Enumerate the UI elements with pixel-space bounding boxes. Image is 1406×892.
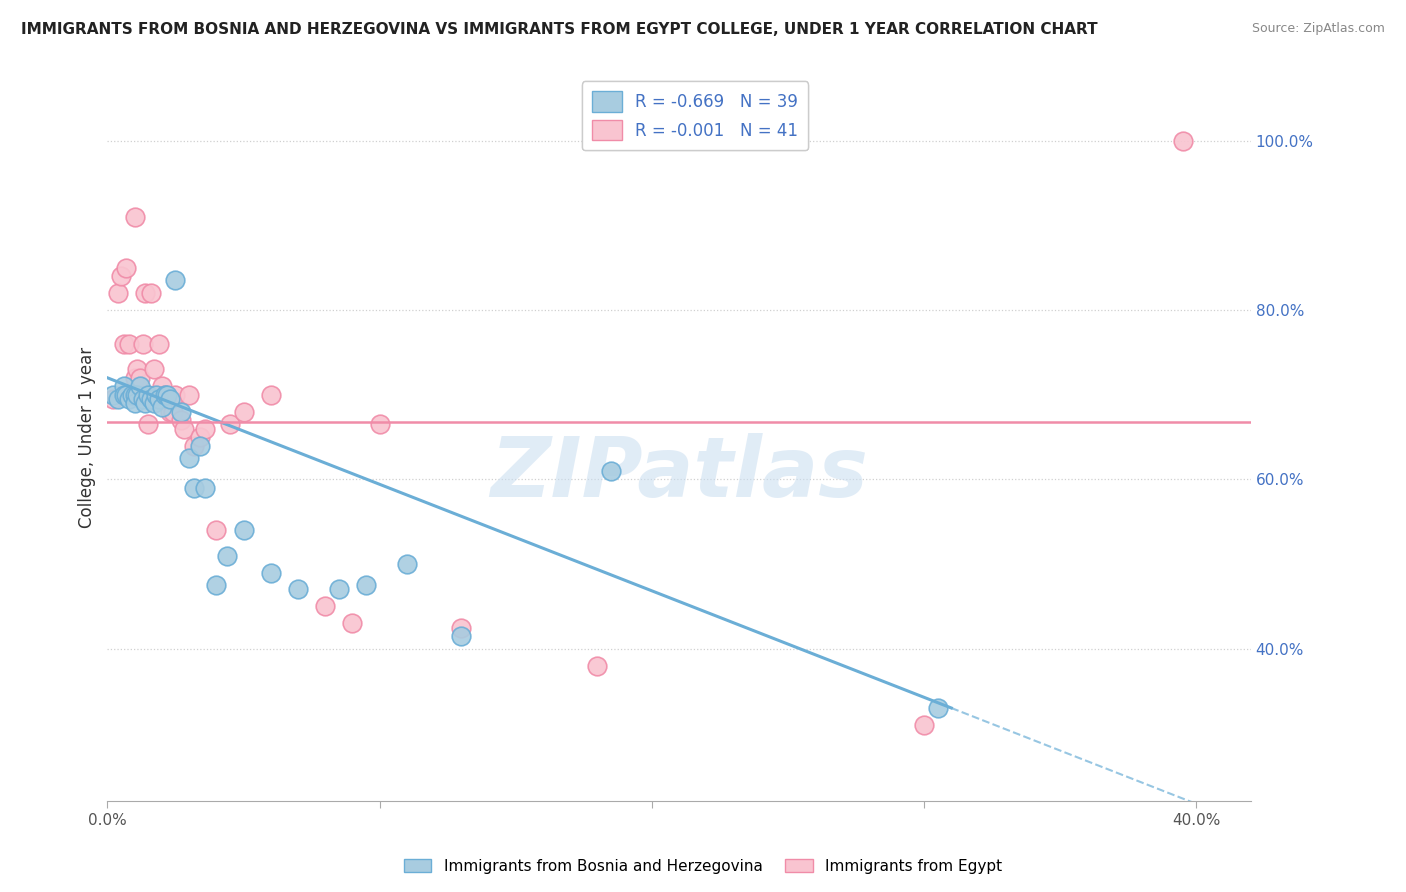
Point: [134, 286, 156, 301]
Point: [110, 269, 132, 284]
Point: [136, 388, 159, 402]
Point: [177, 451, 200, 466]
Point: [127, 362, 149, 376]
Point: [112, 379, 135, 393]
Point: [118, 392, 141, 406]
Point: [129, 379, 152, 393]
Point: [177, 388, 200, 402]
Point: [170, 404, 193, 418]
Point: [107, 392, 129, 406]
Point: [194, 421, 217, 435]
Point: [112, 337, 135, 351]
Point: [129, 371, 152, 385]
Point: [188, 438, 211, 452]
Point: [927, 701, 949, 715]
Point: [115, 388, 138, 402]
Point: [287, 582, 309, 597]
Point: [148, 392, 170, 406]
Point: [101, 388, 124, 402]
Point: [450, 629, 472, 643]
Point: [118, 337, 141, 351]
Point: [1171, 134, 1194, 148]
Point: [124, 210, 146, 224]
Point: [132, 337, 155, 351]
Point: [232, 404, 254, 418]
Point: [912, 718, 935, 732]
Point: [127, 388, 149, 402]
Text: Source: ZipAtlas.com: Source: ZipAtlas.com: [1251, 22, 1385, 36]
Point: [260, 388, 283, 402]
Text: ZIPatlas: ZIPatlas: [491, 433, 868, 514]
Point: [217, 549, 239, 563]
Point: [136, 388, 159, 402]
Point: [150, 401, 173, 415]
Point: [165, 388, 187, 402]
Point: [142, 362, 165, 376]
Point: [260, 566, 283, 580]
Point: [368, 417, 391, 432]
Point: [314, 599, 336, 614]
Point: [159, 404, 181, 418]
Point: [395, 557, 418, 571]
Point: [145, 388, 167, 402]
Point: [107, 286, 129, 301]
Point: [115, 260, 138, 275]
Point: [170, 413, 193, 427]
Point: [183, 438, 205, 452]
Point: [121, 388, 143, 402]
Y-axis label: College, Under 1 year: College, Under 1 year: [79, 346, 96, 528]
Point: [124, 371, 146, 385]
Point: [165, 273, 187, 287]
Point: [136, 417, 159, 432]
Point: [139, 392, 162, 406]
Point: [150, 379, 173, 393]
Point: [145, 388, 167, 402]
Point: [600, 464, 623, 478]
Point: [342, 616, 364, 631]
Point: [132, 392, 155, 406]
Point: [112, 388, 135, 402]
Point: [153, 388, 176, 402]
Point: [162, 404, 184, 418]
Point: [586, 658, 609, 673]
Point: [134, 396, 156, 410]
Point: [142, 396, 165, 410]
Point: [156, 388, 179, 402]
Point: [232, 523, 254, 537]
Point: [124, 396, 146, 410]
Point: [101, 392, 124, 406]
Point: [124, 388, 146, 402]
Point: [156, 392, 179, 406]
Point: [188, 430, 211, 444]
Point: [205, 523, 228, 537]
Point: [173, 421, 195, 435]
Point: [354, 578, 377, 592]
Point: [148, 337, 170, 351]
Point: [194, 481, 217, 495]
Point: [121, 388, 143, 402]
Point: [159, 392, 181, 406]
Point: [183, 481, 205, 495]
Text: IMMIGRANTS FROM BOSNIA AND HERZEGOVINA VS IMMIGRANTS FROM EGYPT COLLEGE, UNDER 1: IMMIGRANTS FROM BOSNIA AND HERZEGOVINA V…: [21, 22, 1098, 37]
Point: [328, 582, 350, 597]
Point: [219, 417, 242, 432]
Point: [139, 286, 162, 301]
Point: [205, 578, 228, 592]
Legend: Immigrants from Bosnia and Herzegovina, Immigrants from Egypt: Immigrants from Bosnia and Herzegovina, …: [398, 853, 1008, 880]
Point: [153, 388, 176, 402]
Point: [450, 621, 472, 635]
Legend: R = -0.669   N = 39, R = -0.001   N = 41: R = -0.669 N = 39, R = -0.001 N = 41: [582, 81, 808, 151]
